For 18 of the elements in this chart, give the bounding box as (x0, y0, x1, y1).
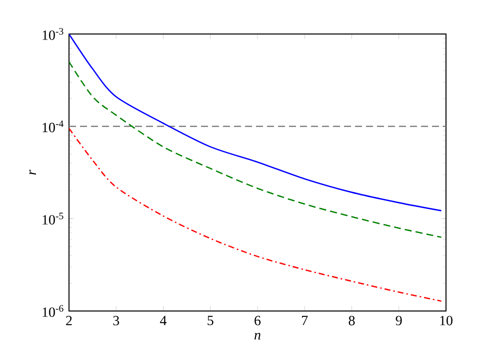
x-tick-label: 3 (113, 316, 120, 326)
line-series (69, 34, 442, 212)
y-tick-label: 10$^{-4}$ (42, 120, 64, 132)
x-tick-label: 8 (348, 316, 355, 326)
line-series (69, 128, 442, 302)
y-tick-label: 10$^{-3}$ (42, 28, 64, 40)
x-tick-label: 10 (440, 316, 452, 326)
x-axis-title: n (254, 332, 260, 340)
y-tick-label: 10$^{-6}$ (42, 305, 64, 317)
y-tick-label: 10$^{-5}$ (42, 212, 64, 225)
x-tick-label: 4 (160, 316, 167, 326)
x-tick-label: 9 (396, 316, 402, 326)
x-tick-label: 2 (66, 316, 72, 326)
y-axis-title: r (29, 170, 36, 175)
line-series (69, 61, 442, 238)
x-tick-label: 6 (254, 316, 261, 326)
x-tick-label: 5 (208, 316, 214, 326)
x-tick-label: 7 (302, 316, 308, 326)
